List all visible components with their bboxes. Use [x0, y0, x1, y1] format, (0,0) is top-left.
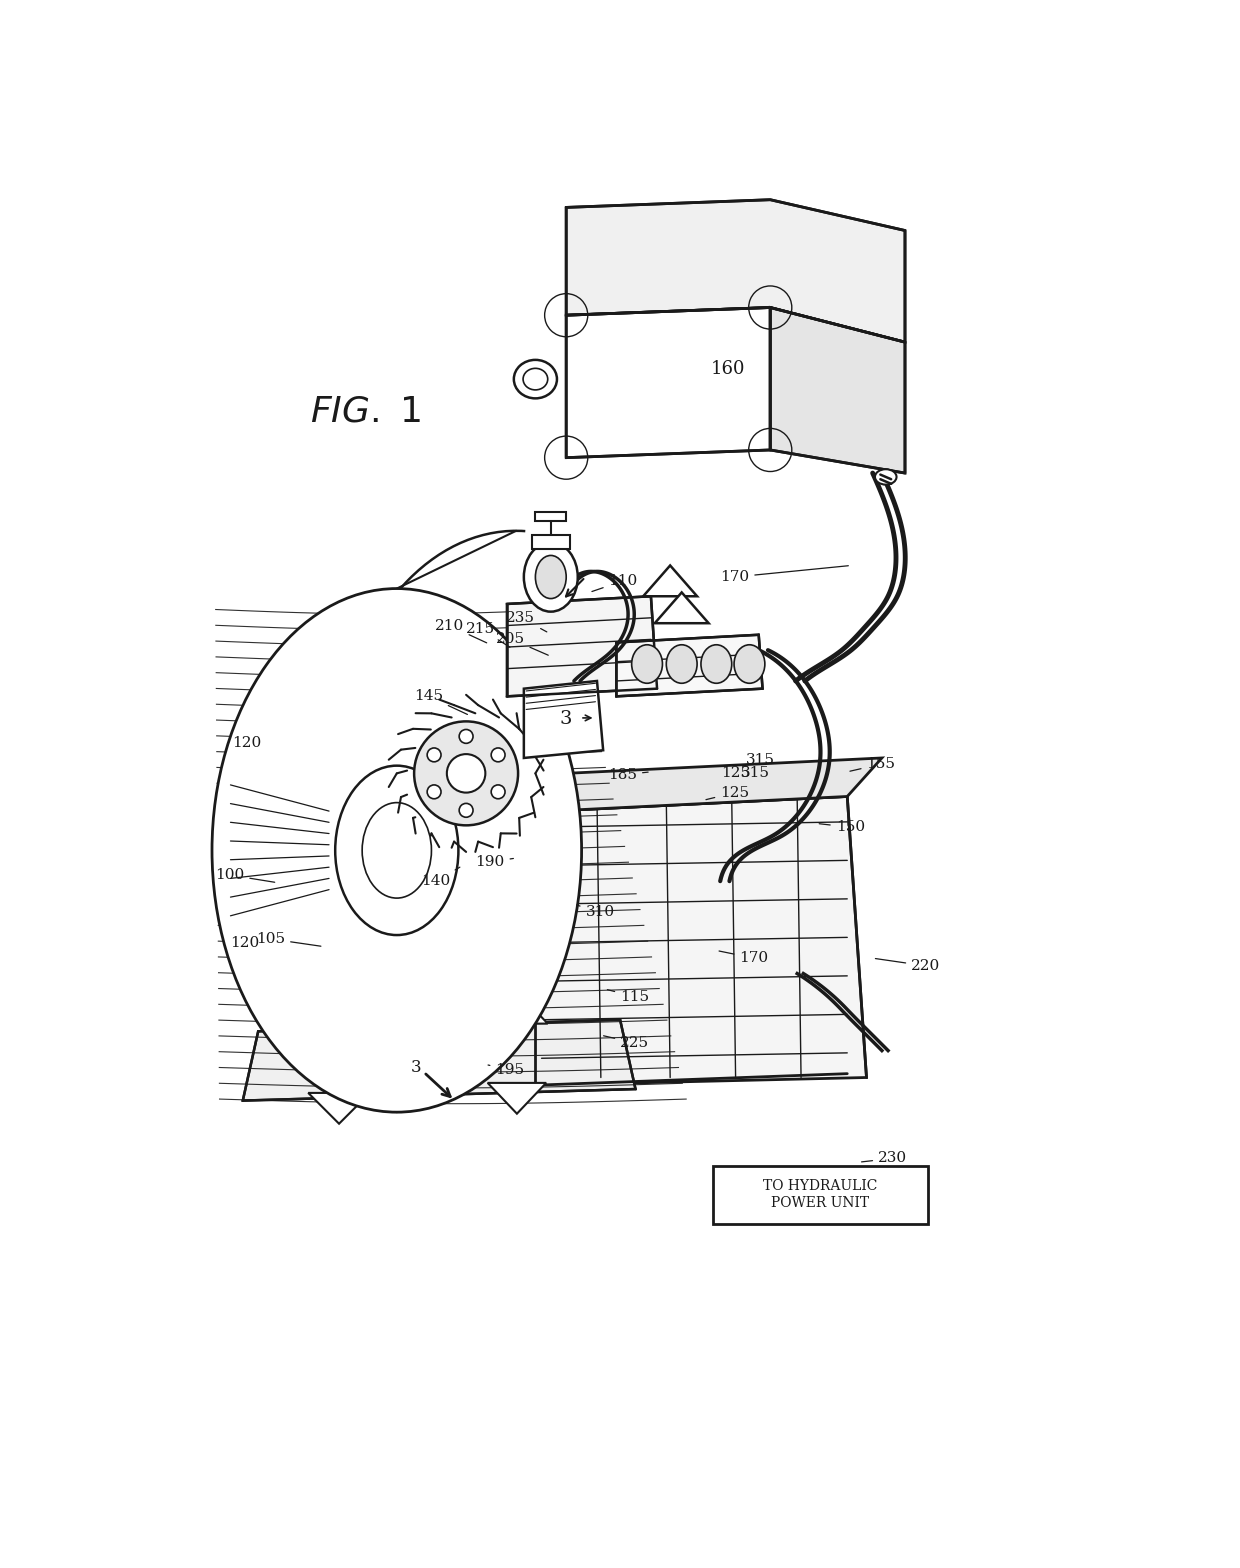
- Ellipse shape: [459, 803, 472, 817]
- Text: $\it{FIG.}$ $\it{1}$: $\it{FIG.}$ $\it{1}$: [310, 395, 422, 428]
- Text: 190: 190: [475, 855, 513, 869]
- Polygon shape: [523, 681, 603, 757]
- Text: 185: 185: [608, 768, 649, 782]
- Text: 120: 120: [232, 735, 262, 750]
- Ellipse shape: [212, 588, 582, 1112]
- Polygon shape: [507, 596, 657, 696]
- Ellipse shape: [446, 754, 485, 792]
- Ellipse shape: [536, 555, 567, 599]
- Text: 105: 105: [255, 931, 321, 946]
- Ellipse shape: [427, 748, 441, 762]
- Polygon shape: [490, 993, 548, 1024]
- Polygon shape: [770, 307, 905, 474]
- Text: 110: 110: [591, 574, 637, 591]
- Text: 140: 140: [422, 867, 460, 887]
- Polygon shape: [567, 307, 770, 458]
- Ellipse shape: [362, 803, 432, 898]
- Text: 100: 100: [215, 869, 275, 883]
- Polygon shape: [655, 593, 708, 622]
- Text: 125: 125: [706, 786, 749, 800]
- Polygon shape: [309, 1093, 370, 1124]
- Ellipse shape: [335, 765, 459, 935]
- Text: 210: 210: [434, 618, 486, 643]
- Text: 155: 155: [849, 757, 895, 771]
- Ellipse shape: [491, 748, 505, 762]
- Polygon shape: [487, 1083, 546, 1113]
- Text: 195: 195: [489, 1063, 525, 1077]
- Polygon shape: [536, 797, 867, 1085]
- Ellipse shape: [666, 644, 697, 684]
- Polygon shape: [532, 572, 570, 596]
- Text: 225: 225: [604, 1036, 650, 1051]
- Ellipse shape: [701, 644, 732, 684]
- Ellipse shape: [427, 786, 441, 798]
- Bar: [532, 535, 570, 549]
- Polygon shape: [644, 566, 697, 596]
- Bar: [536, 511, 567, 521]
- Polygon shape: [567, 199, 905, 342]
- Polygon shape: [616, 635, 763, 696]
- Text: 170: 170: [720, 566, 848, 583]
- Text: 145: 145: [414, 690, 467, 715]
- Text: 160: 160: [711, 361, 745, 378]
- Bar: [713, 1167, 928, 1223]
- Ellipse shape: [523, 543, 578, 612]
- Text: 230: 230: [862, 1151, 908, 1165]
- Text: 120: 120: [229, 936, 259, 950]
- Text: 315: 315: [742, 767, 770, 781]
- Ellipse shape: [414, 721, 518, 825]
- Ellipse shape: [631, 644, 662, 684]
- Polygon shape: [309, 1000, 370, 1032]
- Text: 220: 220: [875, 958, 940, 972]
- Text: 310: 310: [577, 905, 615, 919]
- Ellipse shape: [491, 786, 505, 798]
- Ellipse shape: [875, 469, 897, 485]
- Ellipse shape: [734, 644, 765, 684]
- Text: 3: 3: [560, 710, 573, 729]
- Ellipse shape: [459, 729, 472, 743]
- Text: 315: 315: [745, 753, 775, 767]
- Text: TO HYDRAULIC
POWER UNIT: TO HYDRAULIC POWER UNIT: [763, 1179, 878, 1209]
- Text: 150: 150: [820, 820, 864, 834]
- Ellipse shape: [513, 361, 557, 398]
- Text: 125: 125: [720, 767, 750, 781]
- Text: 3: 3: [410, 1058, 422, 1076]
- Ellipse shape: [523, 368, 548, 390]
- Text: 170: 170: [719, 952, 769, 966]
- Polygon shape: [536, 757, 882, 812]
- Text: 215: 215: [465, 621, 510, 648]
- Polygon shape: [243, 1019, 635, 1101]
- Text: 235: 235: [506, 612, 547, 632]
- Text: 205: 205: [496, 632, 548, 655]
- Text: 115: 115: [608, 989, 650, 1004]
